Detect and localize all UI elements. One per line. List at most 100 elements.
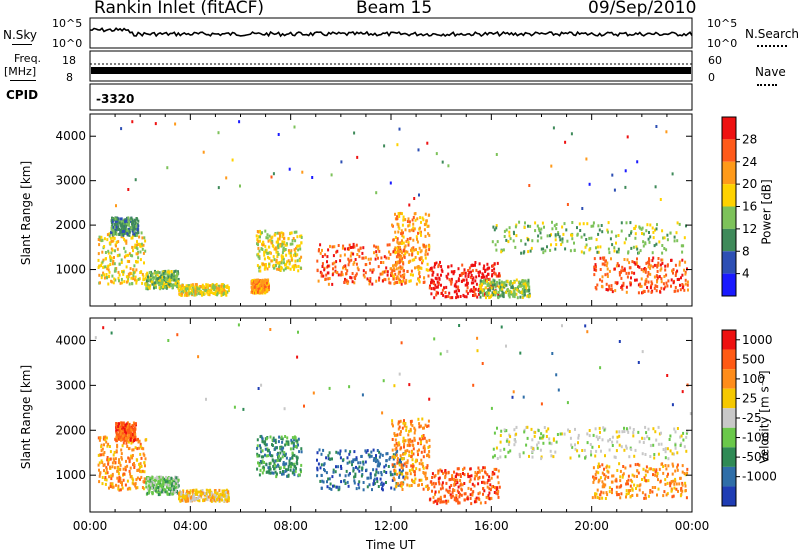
velocity-cell — [669, 481, 672, 485]
power-cell — [431, 269, 434, 273]
velocity-cell — [594, 495, 597, 499]
freq-panel-frame — [89, 50, 693, 82]
power-cell — [264, 285, 267, 289]
velocity-cell — [148, 491, 150, 495]
velocity-cell — [373, 479, 376, 483]
power-cell — [601, 279, 604, 283]
power-cell — [665, 248, 668, 252]
power-cell — [471, 269, 474, 273]
velocity-cell — [173, 491, 176, 494]
velocity-cell — [598, 436, 601, 439]
velocity-cell — [133, 439, 135, 443]
power-cell — [263, 253, 266, 257]
power-cell — [428, 248, 431, 252]
power-cell — [335, 250, 338, 254]
power-cell — [287, 259, 290, 263]
velocity-cell — [97, 453, 100, 457]
velocity-cell — [206, 498, 209, 502]
power-cell — [402, 235, 405, 239]
velocity-cell — [625, 495, 627, 499]
velocity-cell — [284, 435, 287, 438]
power-cell — [144, 249, 147, 253]
velocity-cell — [331, 475, 334, 479]
power-cell — [611, 243, 614, 247]
power-cell — [427, 224, 430, 228]
power-cell — [272, 263, 275, 267]
velocity-cell — [590, 453, 593, 457]
power-cell — [199, 290, 202, 294]
velocity-cell — [513, 443, 516, 447]
power-cell — [323, 268, 326, 272]
power-cell — [635, 278, 638, 282]
velocity-cell — [459, 475, 462, 478]
power-cell — [124, 229, 127, 233]
power-cell — [622, 269, 625, 273]
power-cell — [655, 289, 658, 293]
power-cell — [524, 221, 526, 225]
velocity-cell — [261, 449, 264, 453]
velocity-cell — [453, 498, 456, 502]
power-cell — [498, 294, 501, 298]
power-cell — [282, 255, 285, 259]
power-cell — [191, 283, 194, 287]
power-cell — [118, 279, 120, 283]
power-cell — [586, 222, 589, 226]
velocity-cell — [660, 442, 663, 446]
velocity-cell — [135, 486, 138, 490]
power-cell — [342, 244, 345, 248]
velocity-cell — [328, 477, 331, 481]
velocity-cell — [120, 427, 123, 431]
power-cell — [221, 290, 224, 294]
power-cell — [364, 263, 367, 267]
power-cell — [208, 293, 211, 297]
velocity-cell — [281, 440, 284, 444]
velocity-cell — [128, 457, 131, 461]
power-cell — [118, 221, 121, 225]
power-cell — [277, 243, 280, 247]
power-cell — [620, 269, 623, 273]
power-cell — [541, 221, 544, 225]
velocity-cell — [408, 450, 411, 454]
power-cell — [261, 243, 264, 247]
power-cell — [147, 285, 150, 289]
velocity-cell — [210, 491, 213, 495]
power-cell — [510, 285, 513, 289]
velocity-cell — [608, 448, 611, 452]
power-cell — [500, 250, 503, 254]
power-cell — [555, 227, 558, 231]
power-cell — [487, 266, 490, 270]
velocity-cell — [403, 424, 406, 428]
power-cell — [343, 265, 346, 268]
power-cell — [300, 241, 303, 245]
velocity-cell — [664, 447, 667, 451]
power-cell — [489, 287, 492, 291]
power-cell — [337, 244, 340, 247]
velocity-cell — [400, 481, 403, 485]
power-cell — [375, 253, 378, 257]
power-cell — [350, 251, 353, 255]
velocity-cell — [410, 484, 413, 487]
cpid-value: -3320 — [96, 92, 135, 106]
velocity-cell — [396, 482, 399, 486]
velocity-cell — [394, 465, 397, 469]
power-cell — [472, 281, 475, 285]
velocity-cell — [197, 495, 200, 499]
power-cell — [527, 283, 530, 287]
velocity-cell — [638, 488, 641, 492]
power-cell — [120, 217, 123, 221]
velocity-cell — [111, 465, 114, 469]
velocity-cell — [404, 422, 407, 425]
velocity-cell — [409, 472, 412, 476]
velocity-cell — [633, 454, 636, 458]
power-cell — [473, 290, 476, 294]
velocity-cell — [633, 483, 636, 487]
power-cell — [357, 268, 360, 272]
power-cell — [650, 284, 653, 288]
power-cell — [511, 292, 514, 296]
velocity-cell — [637, 430, 640, 434]
velocity-cell — [213, 495, 216, 499]
power-cell — [224, 291, 227, 294]
velocity-cell — [135, 458, 138, 462]
velocity-cell — [568, 430, 571, 433]
